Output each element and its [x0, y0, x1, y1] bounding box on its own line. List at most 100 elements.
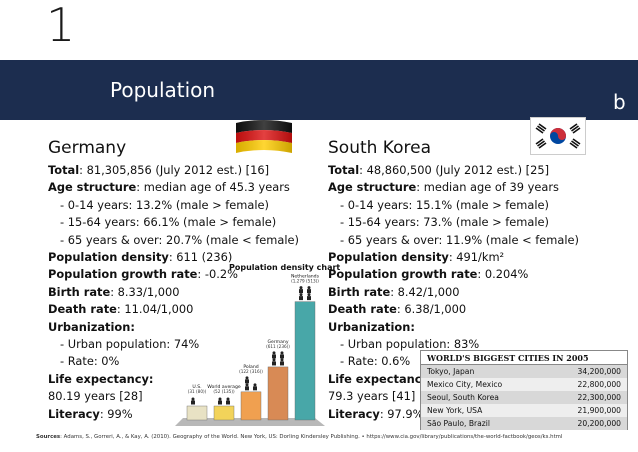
korea-literacy: Literacy: 97.9%	[328, 406, 424, 421]
person-icon	[245, 383, 249, 387]
germany-growth: Population growth rate: -0.2%	[48, 267, 238, 282]
city-population: 22,800,000	[577, 380, 621, 389]
germany-life: Life expectancy:	[48, 371, 154, 386]
germany-literacy: Literacy: 99%	[48, 406, 133, 421]
person-icon	[307, 293, 311, 297]
germany-flag-icon	[234, 117, 294, 157]
germany-birth: Birth rate: 8.33/1,000	[48, 284, 180, 299]
germany-total: Total: 81,305,856 (July 2012 est.) [16]	[48, 163, 270, 177]
density-bar-label: Poland	[243, 364, 258, 370]
density-bar-value: (611 (236))	[266, 344, 290, 349]
density-bar	[267, 366, 289, 421]
slide-number: 1	[46, 0, 76, 52]
density-bar-value: (31 (80))	[188, 389, 207, 394]
korea-flag-icon	[530, 117, 586, 155]
slide-title: Population	[110, 78, 216, 102]
korea-age-3: - 65 years & over: 11.9% (male < female)	[340, 232, 579, 247]
person-icon	[307, 286, 311, 290]
person-icon	[245, 386, 249, 391]
korea-density: Population density: 491/km²	[328, 250, 505, 265]
germany-life-value: 80.19 years [28]	[48, 389, 143, 404]
person-icon	[307, 289, 311, 294]
korea-urban-rate: - Rate: 0.6%	[340, 354, 411, 369]
person-icon	[253, 383, 257, 387]
city-population: 20,200,000	[577, 419, 621, 428]
korea-age-1: - 0-14 years: 15.1% (male > female)	[340, 197, 550, 212]
table-row: São Paulo, Brazil 20,200,000	[421, 417, 627, 430]
person-icon	[253, 386, 257, 391]
korea-death: Death rate: 6.38/1,000	[328, 302, 467, 317]
korea-heading: South Korea	[328, 138, 432, 158]
city-name: Mexico City, Mexico	[427, 380, 503, 389]
person-icon	[280, 358, 284, 362]
person-icon	[226, 400, 230, 405]
density-chart: U.S.(31 (80))World average(52 (135)) Pola…	[175, 274, 325, 426]
person-icon	[272, 361, 276, 366]
person-icon	[218, 397, 222, 401]
city-population: 21,900,000	[577, 406, 621, 415]
density-bar-value: (1,279 (513))	[291, 279, 319, 284]
city-name: São Paulo, Brazil	[427, 419, 491, 428]
person-icon	[299, 286, 303, 290]
germany-urban: Urbanization:	[48, 319, 135, 334]
cities-table-title: WORLD'S BIGGEST CITIES IN 2005	[421, 351, 627, 365]
person-icon	[226, 397, 230, 401]
city-name: Tokyo, Japan	[427, 367, 475, 376]
table-row: Tokyo, Japan 34,200,000	[421, 365, 627, 378]
city-name: New York, USA	[427, 406, 483, 415]
person-icon	[280, 361, 284, 366]
korea-facts: Total: 48,860,500 (July 2012 est.) [25] …	[328, 162, 579, 423]
city-population: 22,300,000	[577, 393, 621, 402]
person-icon	[218, 400, 222, 405]
korea-age: Age structure: median age of 39 years	[328, 180, 559, 195]
germany-facts: Total: 81,305,856 (July 2012 est.) [16] …	[48, 162, 299, 423]
person-icon	[272, 351, 276, 355]
city-population: 34,200,000	[577, 367, 621, 376]
table-row: Seoul, South Korea 22,300,000	[421, 391, 627, 404]
density-chart-title: Population density chart	[229, 263, 341, 272]
person-icon	[280, 351, 284, 355]
person-icon	[299, 293, 303, 297]
person-icon	[272, 358, 276, 362]
korea-total: Total: 48,860,500 (July 2012 est.) [25]	[328, 163, 550, 177]
korea-urban: Urbanization:	[328, 319, 415, 334]
germany-age: Age structure: median age of 45.3 years	[48, 180, 290, 195]
germany-urban-pop: - Urban population: 74%	[60, 337, 200, 352]
density-bar	[240, 391, 262, 421]
density-bar-value: (52 (135))	[213, 389, 235, 394]
germany-density: Population density: 611 (236)	[48, 250, 233, 265]
city-name: Seoul, South Korea	[427, 393, 499, 402]
korea-birth: Birth rate: 8.42/1,000	[328, 284, 460, 299]
korea-life: Life expectancy:	[328, 371, 434, 386]
korea-age-2: - 15-64 years: 73.% (male > female)	[340, 215, 550, 230]
density-bar-label: Germany	[267, 339, 288, 345]
germany-age-1: - 0-14 years: 13.2% (male > female)	[60, 197, 270, 212]
table-row: New York, USA 21,900,000	[421, 404, 627, 417]
germany-urban-rate: - Rate: 0%	[60, 354, 120, 369]
germany-age-2: - 15-64 years: 66.1% (male > female)	[60, 215, 277, 230]
density-bar-label: U.S.	[192, 384, 201, 390]
biggest-cities-table: WORLD'S BIGGEST CITIES IN 2005 Tokyo, Ja…	[420, 350, 628, 430]
person-icon	[191, 400, 195, 405]
table-row: Mexico City, Mexico 22,800,000	[421, 378, 627, 391]
density-bar	[186, 405, 208, 421]
korea-growth: Population growth rate: 0.204%	[328, 267, 529, 282]
sources-footnote: Sources: Adams, S., Gorreri, A., & Kay, …	[36, 434, 563, 440]
person-icon	[245, 376, 249, 380]
corner-letter: b	[613, 90, 626, 114]
density-bar-label: World average	[207, 384, 241, 390]
person-icon	[299, 296, 303, 301]
person-icon	[280, 354, 284, 359]
density-bar-label: Netherlands	[291, 274, 320, 280]
person-icon	[245, 379, 249, 384]
germany-heading: Germany	[48, 138, 127, 158]
density-bar-value: (122 (316))	[239, 369, 263, 374]
germany-death: Death rate: 11.04/1,000	[48, 302, 194, 317]
title-bar	[0, 60, 638, 120]
korea-life-value: 79.3 years [41]	[328, 389, 416, 404]
person-icon	[299, 289, 303, 294]
korea-urban-pop: - Urban population: 83%	[340, 337, 480, 352]
person-icon	[191, 397, 195, 401]
density-bar	[213, 405, 235, 421]
person-icon	[307, 296, 311, 301]
